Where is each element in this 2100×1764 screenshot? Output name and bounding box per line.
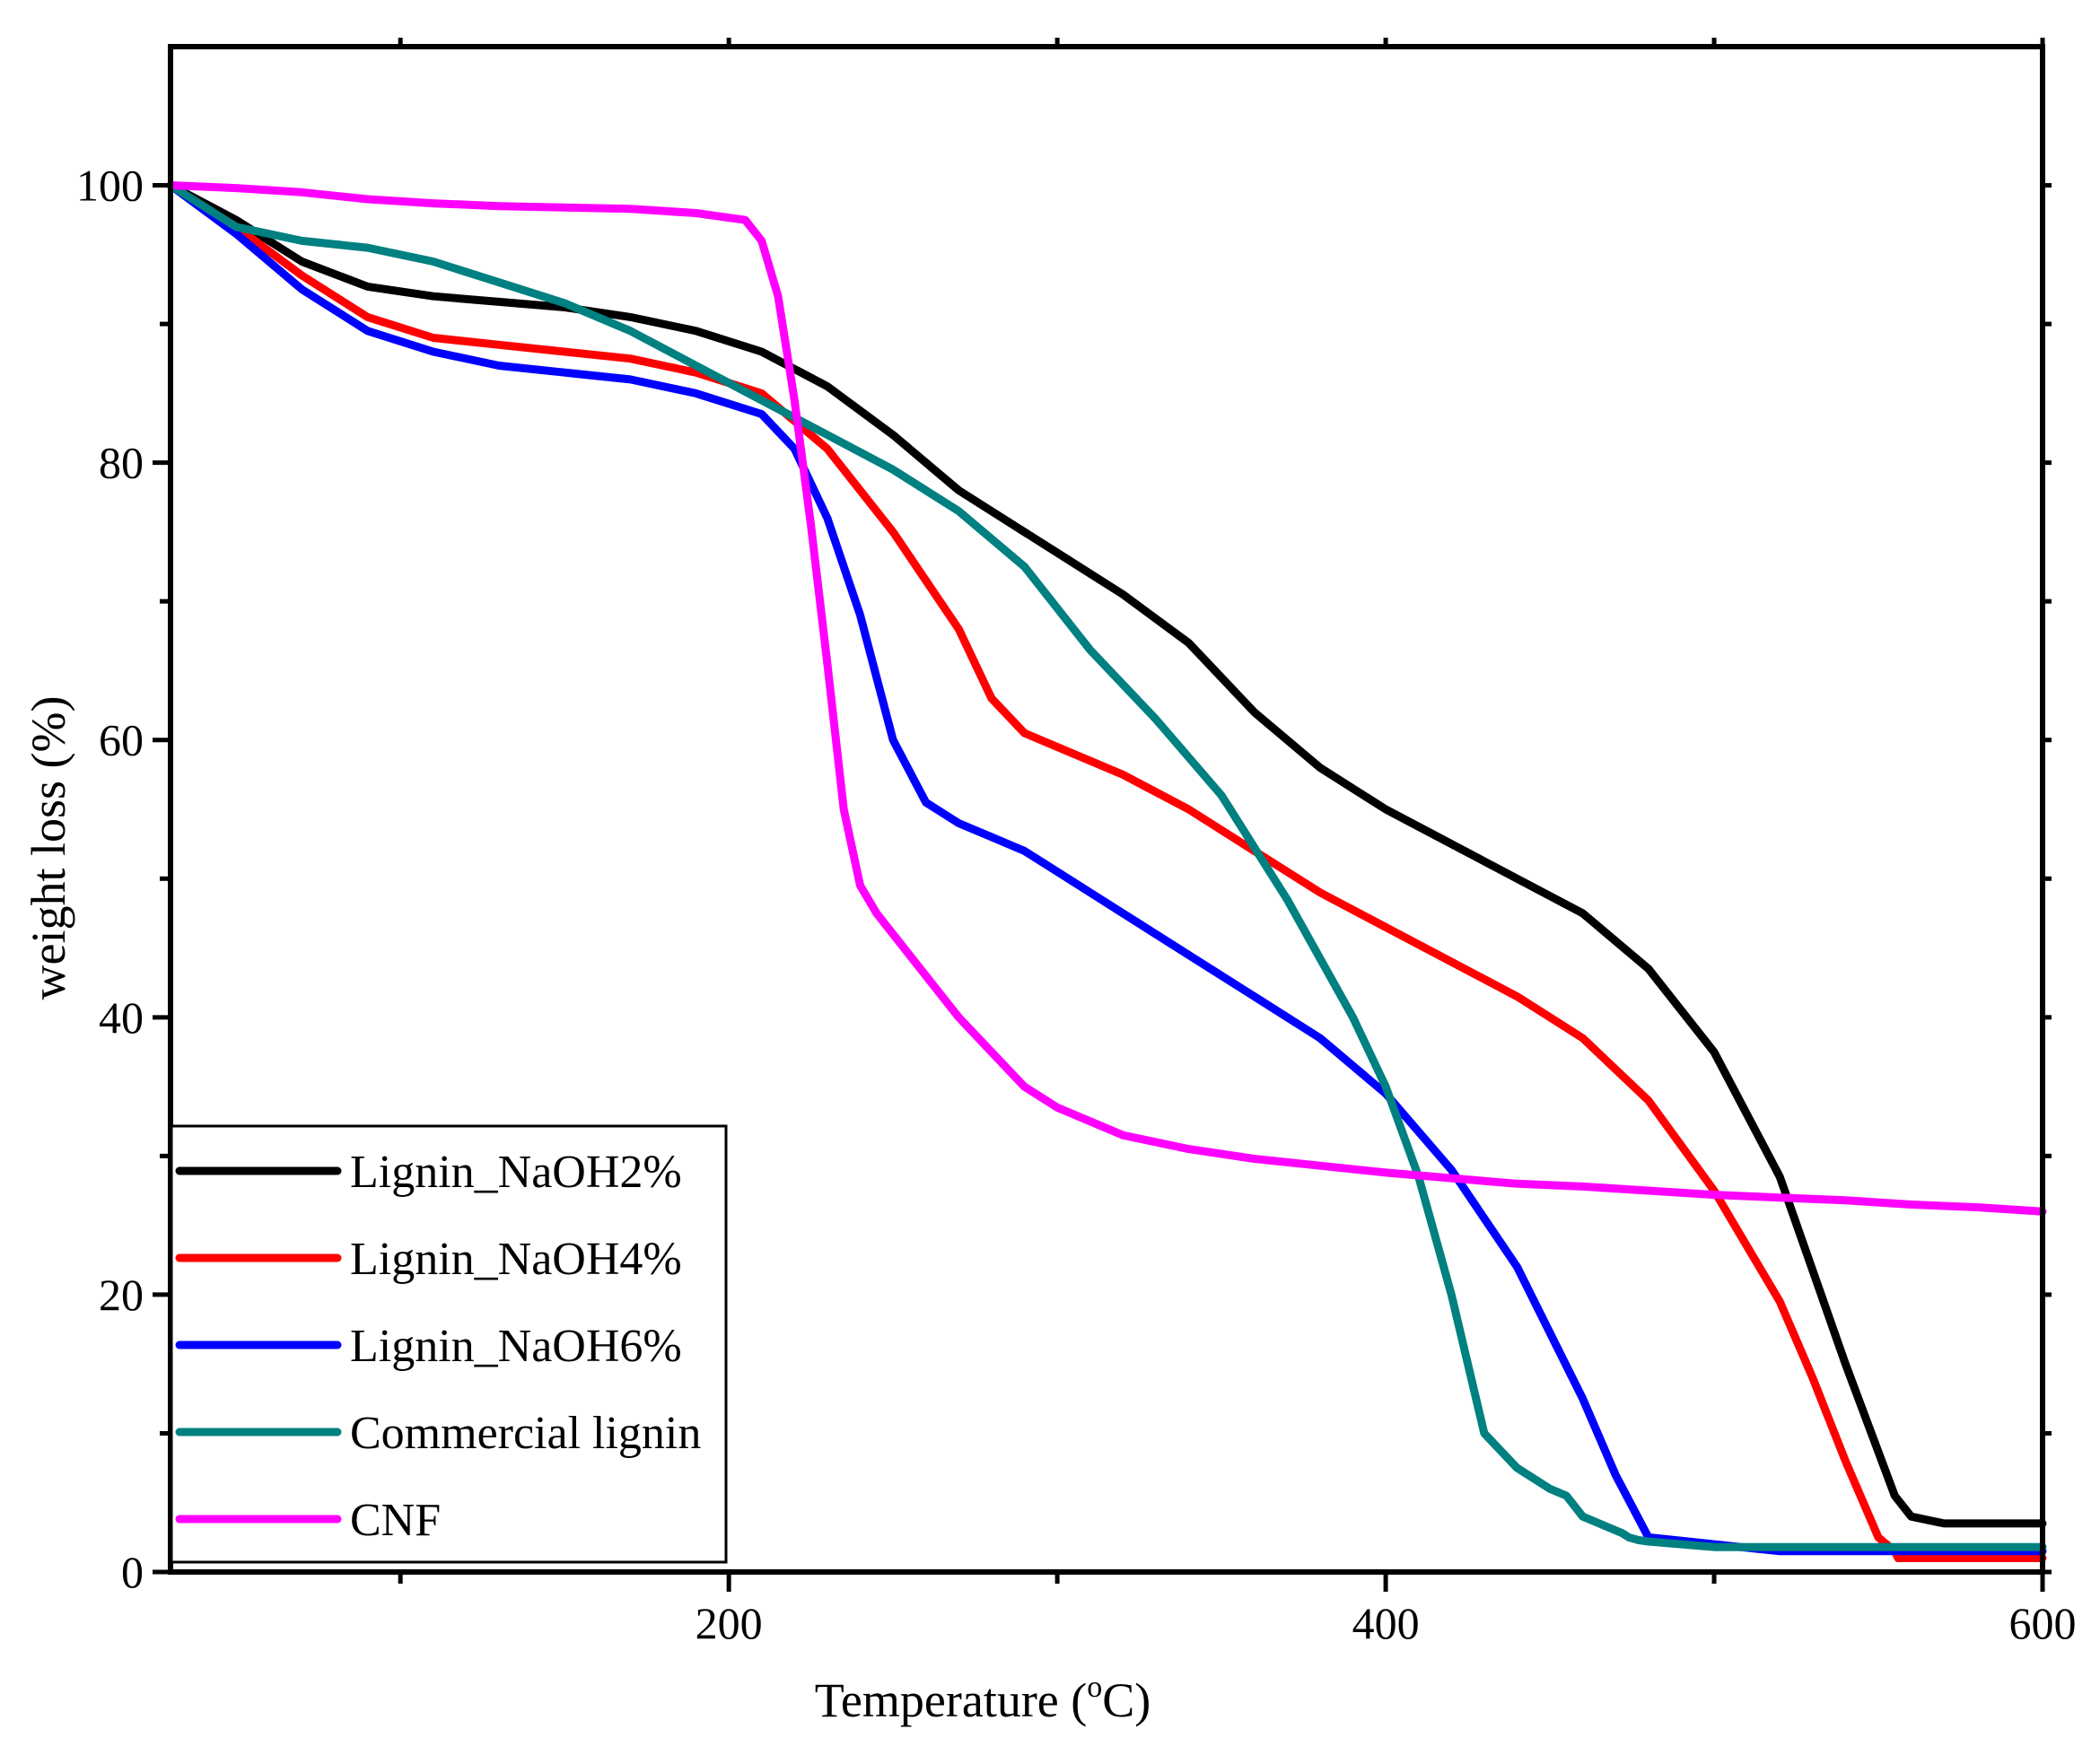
series-line-3 — [166, 181, 2047, 1551]
legend-label: Commercial lignin — [350, 1408, 701, 1459]
x-tick-label: 600 — [2009, 1598, 2077, 1648]
y-tick-label: 40 — [99, 992, 144, 1043]
series-line-1 — [166, 181, 2047, 1562]
legend-items: Lignin_NaOH2% Lignin_NaOH4% Lignin_NaOH6% C… — [175, 1147, 701, 1546]
x-axis-title-text: Temperature ( — [815, 1673, 1088, 1727]
series-line-4 — [166, 181, 2047, 1216]
legend-label: Lignin_NaOH6% — [350, 1321, 682, 1372]
x-tick-label: 200 — [696, 1598, 763, 1648]
legend: Lignin_NaOH2% Lignin_NaOH4% Lignin_NaOH6% C… — [170, 1124, 728, 1564]
series-line-0 — [166, 181, 2047, 1528]
x-axis-title: Temperature (oC) — [815, 1671, 1151, 1727]
plot-frame — [168, 44, 2045, 1575]
x-axis-title-unit: C) — [1102, 1673, 1151, 1727]
x-axis-title-degree: o — [1087, 1671, 1102, 1704]
y-tick-label: 80 — [99, 438, 144, 488]
y-tick-label: 0 — [121, 1547, 144, 1597]
tick-layer: 200 400 600 0 20 40 60 80 100 — [76, 38, 2077, 1648]
legend-label: Lignin_NaOH2% — [350, 1147, 682, 1198]
y-axis-title: weight loss (%) — [22, 696, 75, 1000]
y-tick-label: 60 — [99, 715, 144, 765]
y-tick-label: 100 — [76, 161, 144, 211]
legend-label: Lignin_NaOH4% — [350, 1234, 682, 1285]
series-line-2 — [166, 181, 2047, 1556]
legend-label: CNF — [350, 1495, 441, 1546]
x-tick-label: 400 — [1352, 1598, 1420, 1648]
series-layer — [166, 181, 2047, 1562]
y-tick-label: 20 — [99, 1270, 144, 1320]
